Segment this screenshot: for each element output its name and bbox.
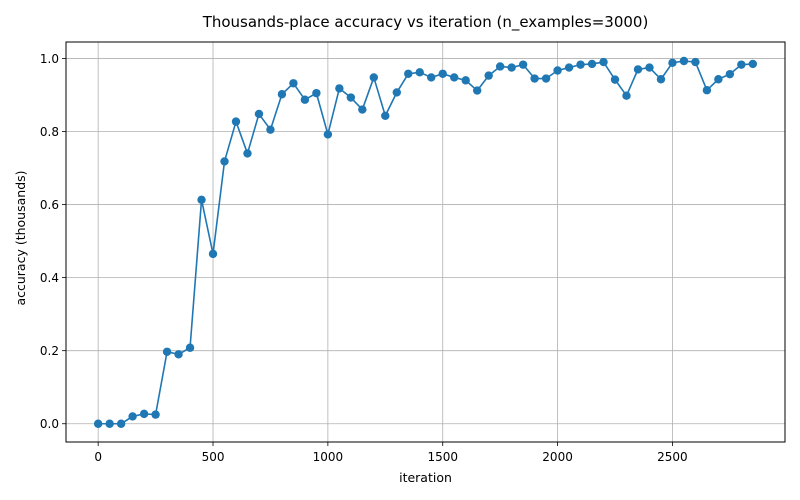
- data-point: [93, 419, 103, 428]
- x-axis: 0 500 1000 1500 2000 2500: [94, 442, 688, 464]
- data-point: [116, 419, 126, 428]
- data-point: [737, 60, 746, 69]
- data-point: [369, 73, 379, 82]
- data-point: [220, 157, 229, 166]
- series-layer: [93, 56, 758, 428]
- plot-frame: [65, 41, 786, 443]
- data-point: [587, 59, 597, 69]
- data-point: [461, 76, 470, 85]
- y-tick-label: 0.0: [40, 417, 59, 431]
- data-point: [231, 117, 241, 126]
- data-point: [450, 73, 459, 82]
- data-point: [358, 105, 367, 114]
- data-point: [415, 68, 424, 77]
- data-point: [277, 90, 287, 99]
- data-point: [208, 249, 218, 259]
- data-point: [495, 62, 505, 71]
- data-point: [174, 350, 183, 359]
- data-point: [645, 63, 654, 72]
- data-point: [610, 75, 620, 84]
- data-point: [151, 410, 160, 419]
- data-point: [541, 74, 551, 83]
- y-tick-label: 0.6: [40, 198, 59, 212]
- y-axis: 0.0 0.2 0.4 0.6 0.8 1.0: [40, 52, 66, 431]
- data-point: [484, 71, 493, 80]
- data-point: [622, 91, 631, 100]
- data-point: [335, 84, 344, 93]
- data-point: [679, 56, 689, 66]
- data-point: [381, 111, 390, 120]
- data-point: [714, 75, 723, 84]
- data-point: [576, 60, 585, 69]
- data-point: [300, 95, 310, 104]
- data-point: [553, 66, 562, 75]
- y-tick-label: 0.2: [40, 344, 59, 358]
- data-point: [702, 86, 712, 95]
- data-point: [312, 88, 321, 98]
- data-point: [633, 65, 643, 74]
- data-point: [691, 57, 700, 67]
- data-point: [128, 412, 137, 421]
- grid: [66, 42, 785, 442]
- y-tick-label: 0.8: [40, 125, 59, 139]
- data-point: [507, 63, 516, 72]
- data-point: [289, 79, 298, 88]
- data-point: [599, 57, 608, 67]
- data-point: [346, 93, 356, 102]
- data-point: [668, 58, 677, 68]
- data-point: [656, 75, 666, 84]
- data-point: [323, 130, 333, 139]
- x-tick-label: 500: [202, 450, 225, 464]
- data-point: [530, 74, 539, 83]
- data-point: [472, 86, 482, 95]
- data-point: [254, 109, 264, 119]
- data-point: [266, 125, 275, 134]
- data-point: [162, 347, 172, 356]
- data-point: [518, 60, 528, 69]
- data-point: [427, 73, 436, 82]
- x-tick-label: 1500: [427, 450, 458, 464]
- x-tick-label: 0: [94, 450, 102, 464]
- data-point: [725, 69, 735, 79]
- data-point: [438, 69, 447, 78]
- chart-title: Thousands-place accuracy vs iteration (n…: [202, 13, 649, 32]
- data-point: [139, 409, 149, 419]
- data-point: [404, 69, 413, 78]
- x-tick-label: 2000: [542, 450, 573, 464]
- data-point: [392, 88, 401, 97]
- y-tick-label: 1.0: [40, 52, 59, 66]
- data-point: [105, 419, 114, 428]
- data-point: [564, 63, 574, 72]
- y-axis-label: accuracy (thousands): [13, 170, 28, 305]
- series-line: [98, 60, 753, 425]
- data-point: [197, 195, 206, 205]
- data-point: [748, 59, 758, 69]
- x-tick-label: 1000: [313, 450, 344, 464]
- x-tick-label: 2500: [657, 450, 688, 464]
- y-tick-label: 0.4: [40, 271, 59, 285]
- data-point: [185, 343, 195, 352]
- data-point: [243, 149, 252, 158]
- x-axis-label: iteration: [399, 470, 452, 485]
